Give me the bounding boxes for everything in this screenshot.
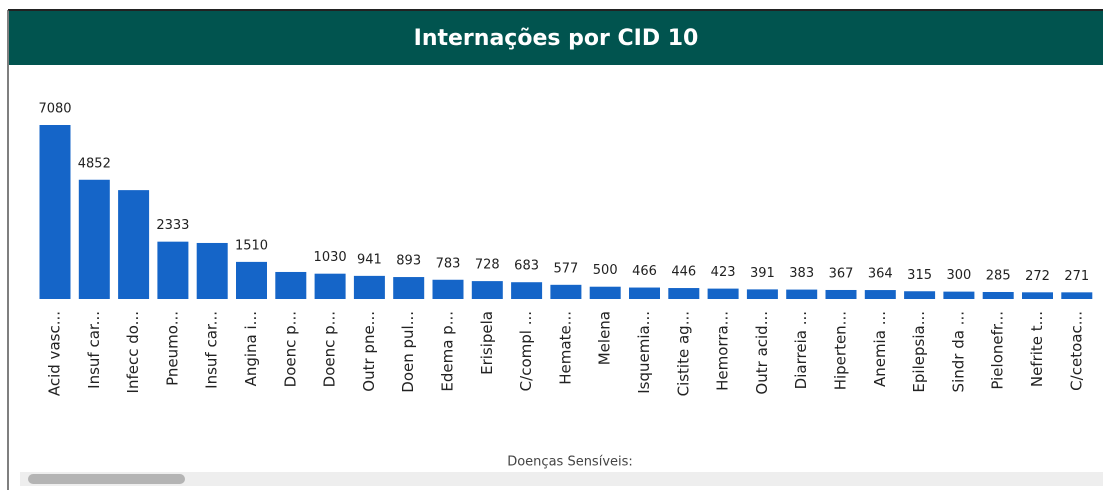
x-tick-label: Doen pul... <box>399 311 417 393</box>
x-tick-label: Doenc p... <box>321 311 339 387</box>
bar <box>982 291 1014 299</box>
bar <box>1022 292 1053 299</box>
header <box>9 11 1103 65</box>
data-label: 391 <box>750 266 775 281</box>
scrollbar-thumb[interactable] <box>28 474 185 484</box>
bar <box>629 287 660 299</box>
data-label: 285 <box>986 268 1011 283</box>
data-label: 941 <box>357 252 382 267</box>
data-label: 272 <box>1025 269 1050 284</box>
data-label: 728 <box>475 258 500 273</box>
data-label: 466 <box>632 264 657 279</box>
x-tick-label: Isquemia... <box>635 311 653 394</box>
x-tick-label: Melena <box>596 311 614 365</box>
x-axis-title: Doenças Sensíveis: <box>507 455 633 470</box>
x-tick-label: Edema p... <box>439 311 457 392</box>
bar <box>275 271 307 299</box>
scrollbar-track <box>20 472 1103 486</box>
bar <box>236 261 267 299</box>
x-tick-label: Anemia ... <box>871 311 889 387</box>
x-tick-label: Erisipela <box>478 311 496 375</box>
bar <box>1061 292 1093 299</box>
data-label: 1510 <box>235 238 268 253</box>
x-tick-label: Outr pne... <box>360 311 378 392</box>
x-tick-label: Insuf car... <box>203 311 221 389</box>
data-label: 423 <box>711 265 736 280</box>
x-tick-label: C/compl ... <box>517 311 535 391</box>
data-label: 315 <box>907 268 932 283</box>
data-label: 364 <box>868 267 893 282</box>
bar <box>353 275 385 299</box>
bar <box>707 288 739 299</box>
bar <box>314 273 346 299</box>
data-label: 783 <box>436 256 461 271</box>
bar <box>511 282 543 299</box>
bar <box>589 286 621 299</box>
data-label: 893 <box>396 254 421 269</box>
x-tick-label: Sindr da ... <box>949 311 967 392</box>
bar <box>746 289 778 299</box>
data-label: 577 <box>553 261 578 276</box>
data-label: 2333 <box>156 218 189 233</box>
x-tick-label: Angina i... <box>242 311 260 386</box>
bar <box>157 241 189 299</box>
x-tick-label: Diarreia ... <box>792 311 810 389</box>
x-tick-label: Pneumo... <box>163 311 181 386</box>
bar <box>393 277 425 299</box>
x-tick-label: Cistite ag... <box>674 311 692 396</box>
chart-title: Internações por CID 10 <box>414 26 699 51</box>
x-tick-label: Hemorra... <box>714 311 732 391</box>
data-label: 383 <box>789 266 814 281</box>
x-tick-label: Hemate... <box>556 311 574 385</box>
bar <box>39 125 71 299</box>
bar <box>550 284 582 299</box>
bar <box>668 288 700 299</box>
data-label: 1030 <box>314 250 347 265</box>
x-tick-label: Outr acid... <box>753 311 771 395</box>
bar <box>864 290 896 299</box>
data-label: 271 <box>1064 269 1089 284</box>
data-label: 7080 <box>38 102 71 117</box>
bar <box>786 289 818 299</box>
data-label: 500 <box>593 263 618 278</box>
x-tick-label: Insuf car... <box>85 311 103 389</box>
x-tick-label: Hiperten... <box>832 311 850 390</box>
bar <box>118 190 150 299</box>
bar <box>825 289 857 299</box>
bar <box>943 291 975 299</box>
x-tick-label: Nefrite t... <box>1028 311 1046 387</box>
bar <box>904 291 936 299</box>
data-label: 4852 <box>78 156 111 171</box>
bar <box>432 279 464 299</box>
x-tick-label: Doenc p... <box>281 311 299 387</box>
data-label: 446 <box>671 265 696 280</box>
x-tick-label: Epilepsia... <box>910 311 928 393</box>
x-tick-label: Infecc do... <box>124 311 142 393</box>
x-tick-label: Pielonefr... <box>989 311 1007 390</box>
bar <box>196 242 228 299</box>
bar <box>471 281 503 299</box>
data-label: 683 <box>514 259 539 274</box>
data-label: 367 <box>829 266 854 281</box>
bar <box>78 179 110 299</box>
x-tick-label: Acid vasc... <box>46 311 64 396</box>
x-tick-label: C/cetoac... <box>1067 311 1085 391</box>
data-label: 300 <box>946 268 971 283</box>
